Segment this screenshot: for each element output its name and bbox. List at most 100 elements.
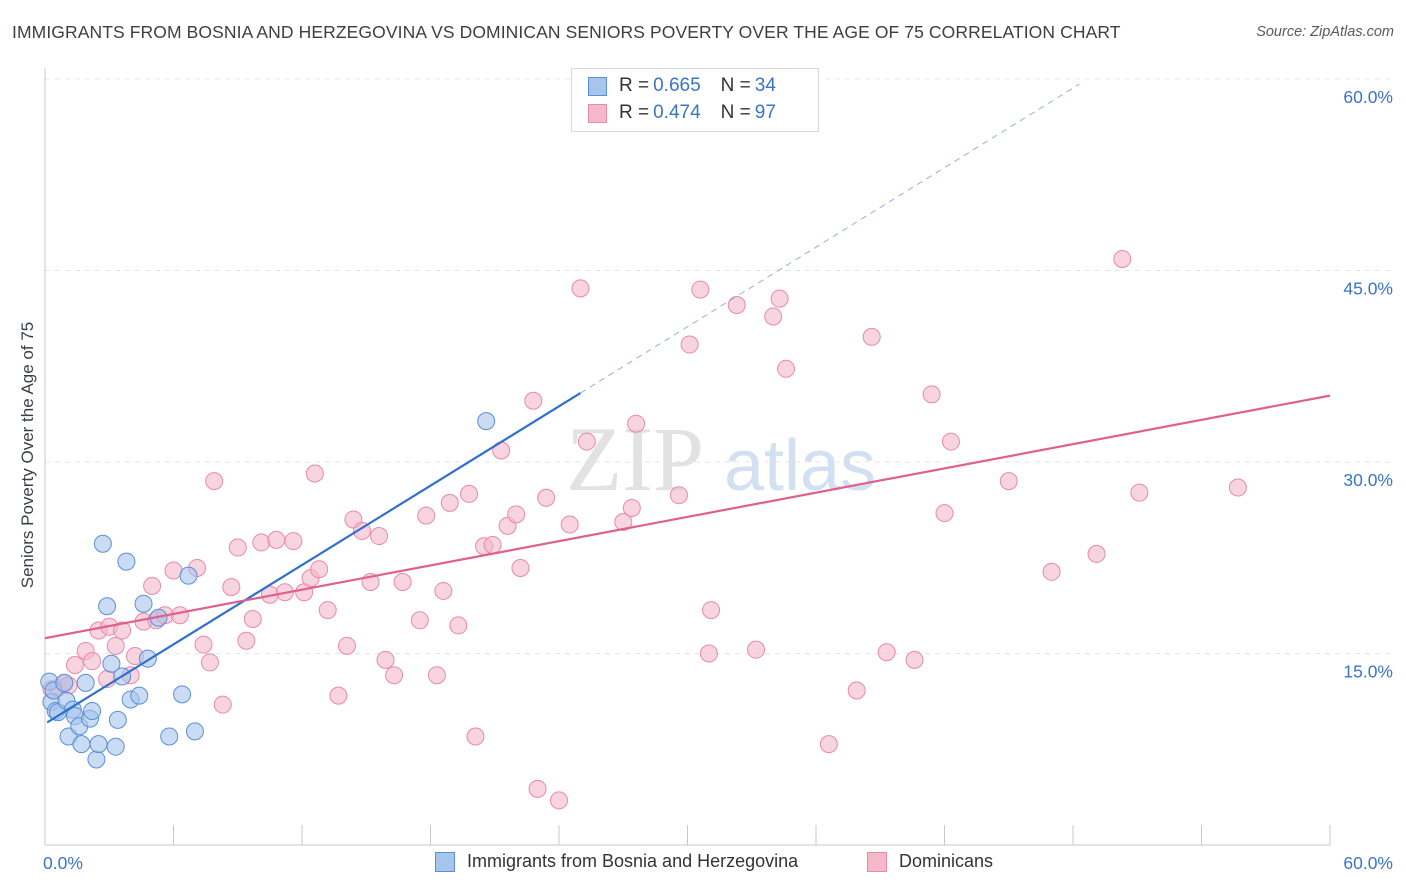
dominicans-point [764, 307, 783, 326]
bosnia-point [102, 654, 121, 673]
bosnia-point [173, 685, 192, 704]
legend-r-value: 0.665 [653, 75, 701, 96]
dominicans-point [284, 532, 303, 551]
y-tick-label: 60.0% [1343, 87, 1393, 107]
y-tick-label: 15.0% [1343, 662, 1393, 682]
bosnia-trend-extension [580, 83, 1080, 394]
dominicans-point [460, 484, 479, 503]
legend-swatch-pink [588, 103, 607, 123]
dominicans-point [385, 666, 404, 685]
source-label: Source: ZipAtlas.com [1256, 24, 1394, 40]
y-tick-label: 30.0% [1343, 470, 1393, 490]
dominicans-point [507, 505, 526, 524]
dominicans-point [237, 631, 256, 650]
dominicans-point [691, 280, 710, 299]
dominicans-point [410, 611, 429, 630]
watermark-atlas: atlas [724, 426, 876, 506]
dominicans-point [228, 538, 247, 557]
dominicans-point [252, 533, 271, 552]
dominicans-point [669, 486, 688, 505]
dominicans-point [511, 558, 530, 577]
legend-row-dominicans: R = 0.474 N = 97 [588, 101, 776, 125]
legend-n-value: 34 [754, 75, 776, 96]
dominicans-trend-line [44, 394, 1331, 640]
axes [44, 68, 1331, 846]
dominicans-point [627, 414, 646, 433]
dominicans-point [164, 561, 183, 580]
legend-row-bosnia: R = 0.665 N = 34 [588, 74, 776, 98]
bosnia-point [98, 597, 117, 616]
dominicans-point [376, 650, 395, 669]
bottom-legend-bosnia: Immigrants from Bosnia and Herzegovina [435, 851, 798, 872]
dominicans-point [83, 652, 102, 671]
dominicans-point [770, 289, 789, 308]
dominicans-point [699, 644, 718, 663]
dominicans-point [702, 601, 721, 620]
dominicans-point [862, 327, 881, 346]
bosnia-trend-line [46, 392, 581, 724]
bosnia-point [130, 686, 149, 705]
bosnia-point [89, 735, 108, 754]
dominicans-point [847, 681, 866, 700]
dominicans-point [777, 359, 796, 378]
bosnia-point [55, 673, 74, 692]
y-axis-label: Seniors Poverty Over the Age of 75 [18, 321, 37, 589]
y-tick-label: 45.0% [1343, 279, 1393, 299]
bottom-legend-swatch-blue [435, 851, 455, 872]
dominicans-point [747, 640, 766, 659]
bosnia-point [108, 710, 127, 729]
bosnia-point [185, 722, 204, 741]
bottom-legend-dominicans: Dominicans [867, 851, 993, 872]
dominicans-point [370, 527, 389, 546]
trend-lines [44, 83, 1331, 724]
dominicans-point [200, 653, 219, 672]
dominicans-point [1130, 483, 1149, 502]
dominicans-point [393, 573, 412, 592]
dominicans-point [577, 432, 596, 451]
legend-n-label: N = [720, 102, 751, 123]
dominicans-point [113, 621, 132, 640]
dominicans-point [1113, 250, 1132, 269]
dominicans-point [310, 560, 329, 579]
chart-title: IMMIGRANTS FROM BOSNIA AND HERZEGOVINA V… [12, 22, 1121, 42]
dominicans-point [352, 521, 371, 540]
bosnia-point [134, 594, 153, 613]
bosnia-point [106, 737, 125, 756]
dominicans-point [935, 504, 954, 523]
legend-n-value: 97 [754, 102, 776, 123]
dominicans-point [417, 506, 436, 525]
dominicans-point [318, 601, 337, 620]
bosnia-point [93, 534, 112, 553]
dominicans-point [560, 515, 579, 534]
bosnia-points [40, 412, 496, 769]
dominicans-point [305, 464, 324, 483]
dominicans-point [205, 472, 224, 491]
dominicans-point [170, 606, 189, 625]
dominicans-point [905, 650, 924, 669]
dominicans-point [106, 636, 125, 655]
legend-r-label: R = [619, 75, 650, 96]
bottom-legend-label-dominicans: Dominicans [899, 851, 994, 871]
legend: R = 0.665 N = 34 R = 0.474 N = 97 [571, 68, 819, 132]
dominicans-point [571, 279, 590, 298]
dominicans-point [449, 616, 468, 635]
dominicans-point [483, 535, 502, 554]
legend-n-label: N = [720, 75, 751, 96]
bosnia-point [477, 412, 496, 431]
dominicans-point [329, 686, 348, 705]
bosnia-point [179, 566, 198, 585]
dominicans-point [680, 335, 699, 354]
dominicans-point [1228, 478, 1247, 497]
tick-labels: 15.0% 30.0% 45.0% 60.0% 0.0% 60.0% [43, 87, 1393, 873]
dominicans-point [440, 493, 459, 512]
bosnia-point [72, 735, 91, 754]
bottom-legend-swatch-pink [867, 851, 887, 872]
dominicans-point [727, 295, 746, 314]
dominicans-point [466, 727, 485, 746]
dominicans-point [622, 498, 641, 517]
dominicans-point [819, 735, 838, 754]
dominicans-point [434, 581, 453, 600]
dominicans-point [222, 578, 241, 597]
bosnia-point [117, 552, 136, 571]
